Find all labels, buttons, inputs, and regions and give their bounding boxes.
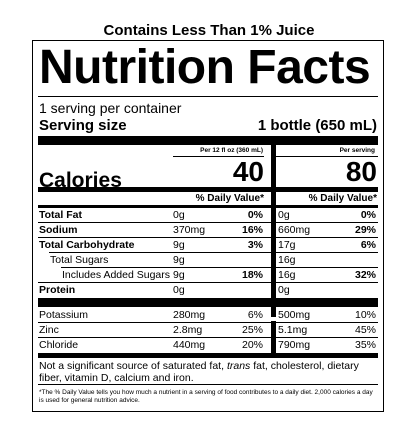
nutrient-amount-col1: 440mg <box>173 339 206 351</box>
nutrient-row-chloride: Chloride 440mg 20% 790mg 35% <box>38 338 378 352</box>
nutrient-amount-col1: 9g <box>173 269 185 281</box>
nutrient-dv-col1: 20% <box>241 339 263 351</box>
nutrient-amount-col2: 660mg <box>278 224 311 236</box>
not-significant-source-note: Not a significant source of saturated fa… <box>39 360 379 384</box>
nutrient-dv-col2: 29% <box>354 224 376 236</box>
nutrient-dv-col1: 0% <box>247 209 263 221</box>
nutrient-dv-col1: 6% <box>247 309 263 321</box>
nutrient-amount-col1: 9g <box>173 254 185 266</box>
serving-size-value: 1 bottle (650 mL) <box>257 117 377 134</box>
row-rule <box>61 267 378 268</box>
nutrient-amount-col2: 500mg <box>278 309 311 321</box>
serving-size-label: Serving size <box>39 117 127 134</box>
nutrient-dv-col2: 35% <box>354 339 376 351</box>
nutrient-amount-col1: 0g <box>173 284 185 296</box>
nutrient-name: Chloride <box>39 339 79 351</box>
thick-rule-calories <box>38 187 378 192</box>
row-rule <box>38 282 378 283</box>
nutrient-name: Zinc <box>39 324 59 336</box>
nutrient-amount-col2: 0g <box>278 209 290 221</box>
nutrient-row-total-carbohydrate: Total Carbohydrate 9g 3% 17g 6% <box>38 238 378 252</box>
nutrient-dv-col1: 25% <box>241 324 263 336</box>
nutrient-dv-col2: 6% <box>360 239 376 251</box>
nutrient-row-potassium: Potassium 280mg 6% 500mg 10% <box>38 308 378 322</box>
nutrient-dv-col2: 0% <box>360 209 376 221</box>
nutrient-amount-col2: 16g <box>278 269 296 281</box>
thick-rule-serving <box>38 136 378 145</box>
calories-col2: 80 <box>345 156 377 187</box>
nutrient-name: Protein <box>39 284 76 296</box>
row-rule <box>38 222 378 223</box>
nutrient-amount-col1: 0g <box>173 209 185 221</box>
daily-value-footnote: *The % Daily Value tells you how much a … <box>39 389 373 404</box>
nutrient-amount-col1: 2.8mg <box>173 324 203 336</box>
note-text-pre: Not a significant source of saturated fa… <box>39 360 227 372</box>
note-text-post: fat, cholesterol, dietary fiber, vitamin… <box>39 360 359 384</box>
row-rule <box>38 322 378 323</box>
dv-header-col2: % Daily Value* <box>308 193 377 204</box>
nutrient-row-zinc: Zinc 2.8mg 25% 5.1mg 45% <box>38 323 378 337</box>
nutrient-dv-col2: 32% <box>354 269 376 281</box>
calories-col1: 40 <box>232 156 264 187</box>
nutrient-name: Total Fat <box>39 209 82 221</box>
servings-per-container: 1 serving per container <box>39 100 182 116</box>
rule-col1-header <box>173 156 264 157</box>
rule-under-dv-header <box>38 205 378 208</box>
nutrient-dv-col1: 3% <box>247 239 263 251</box>
column-divider-top <box>271 145 276 317</box>
nutrient-dv-col2: 10% <box>354 309 376 321</box>
nutrient-row-total-fat: Total Fat 0g 0% 0g 0% <box>38 208 378 222</box>
row-rule <box>38 237 378 238</box>
thick-rule-vitamins <box>38 298 378 307</box>
nutrient-amount-col1: 370mg <box>173 224 206 236</box>
row-rule <box>38 337 378 338</box>
col2-header: Per serving <box>339 147 375 154</box>
nutrient-dv-col1: 16% <box>241 224 263 236</box>
dv-header-col1: % Daily Value* <box>195 193 264 204</box>
row-rule <box>49 252 378 253</box>
col1-header: Per 12 fl oz (360 mL) <box>200 147 263 154</box>
nutrient-row-total-sugars: Total Sugars 9g 16g <box>38 253 378 267</box>
nutrient-name: Potassium <box>39 309 89 321</box>
note-text-trans: trans <box>226 360 251 372</box>
nutrient-amount-col2: 0g <box>278 284 290 296</box>
juice-content-header: Contains Less Than 1% Juice <box>103 22 315 39</box>
nutrient-amount-col2: 17g <box>278 239 296 251</box>
rule-above-dv-footnote <box>38 384 378 385</box>
nutrient-row-added-sugars: Includes Added Sugars 9g 18% 16g 32% <box>38 268 378 282</box>
nutrient-dv-col1: 18% <box>241 269 263 281</box>
rule-under-title <box>38 96 378 97</box>
nutrient-name: Sodium <box>39 224 78 236</box>
rule-col2-header <box>276 156 378 157</box>
nutrient-amount-col2: 790mg <box>278 339 311 351</box>
nutrient-amount-col1: 280mg <box>173 309 206 321</box>
nutrient-name: Total Sugars <box>50 254 109 266</box>
nutrient-name: Total Carbohydrate <box>39 239 135 251</box>
thick-rule-footnote <box>38 353 378 358</box>
nutrient-amount-col2: 5.1mg <box>278 324 308 336</box>
nutrient-dv-col2: 45% <box>354 324 376 336</box>
nutrient-row-sodium: Sodium 370mg 16% 660mg 29% <box>38 223 378 237</box>
label-title: Nutrition Facts <box>39 41 371 94</box>
calories-label: Calories <box>39 169 122 192</box>
nutrient-amount-col2: 16g <box>278 254 296 266</box>
nutrient-name: Includes Added Sugars <box>62 269 170 281</box>
nutrition-label: Nutrition Facts 1 serving per container … <box>32 40 384 412</box>
nutrient-amount-col1: 9g <box>173 239 185 251</box>
nutrient-row-protein: Protein 0g 0g <box>38 283 378 297</box>
